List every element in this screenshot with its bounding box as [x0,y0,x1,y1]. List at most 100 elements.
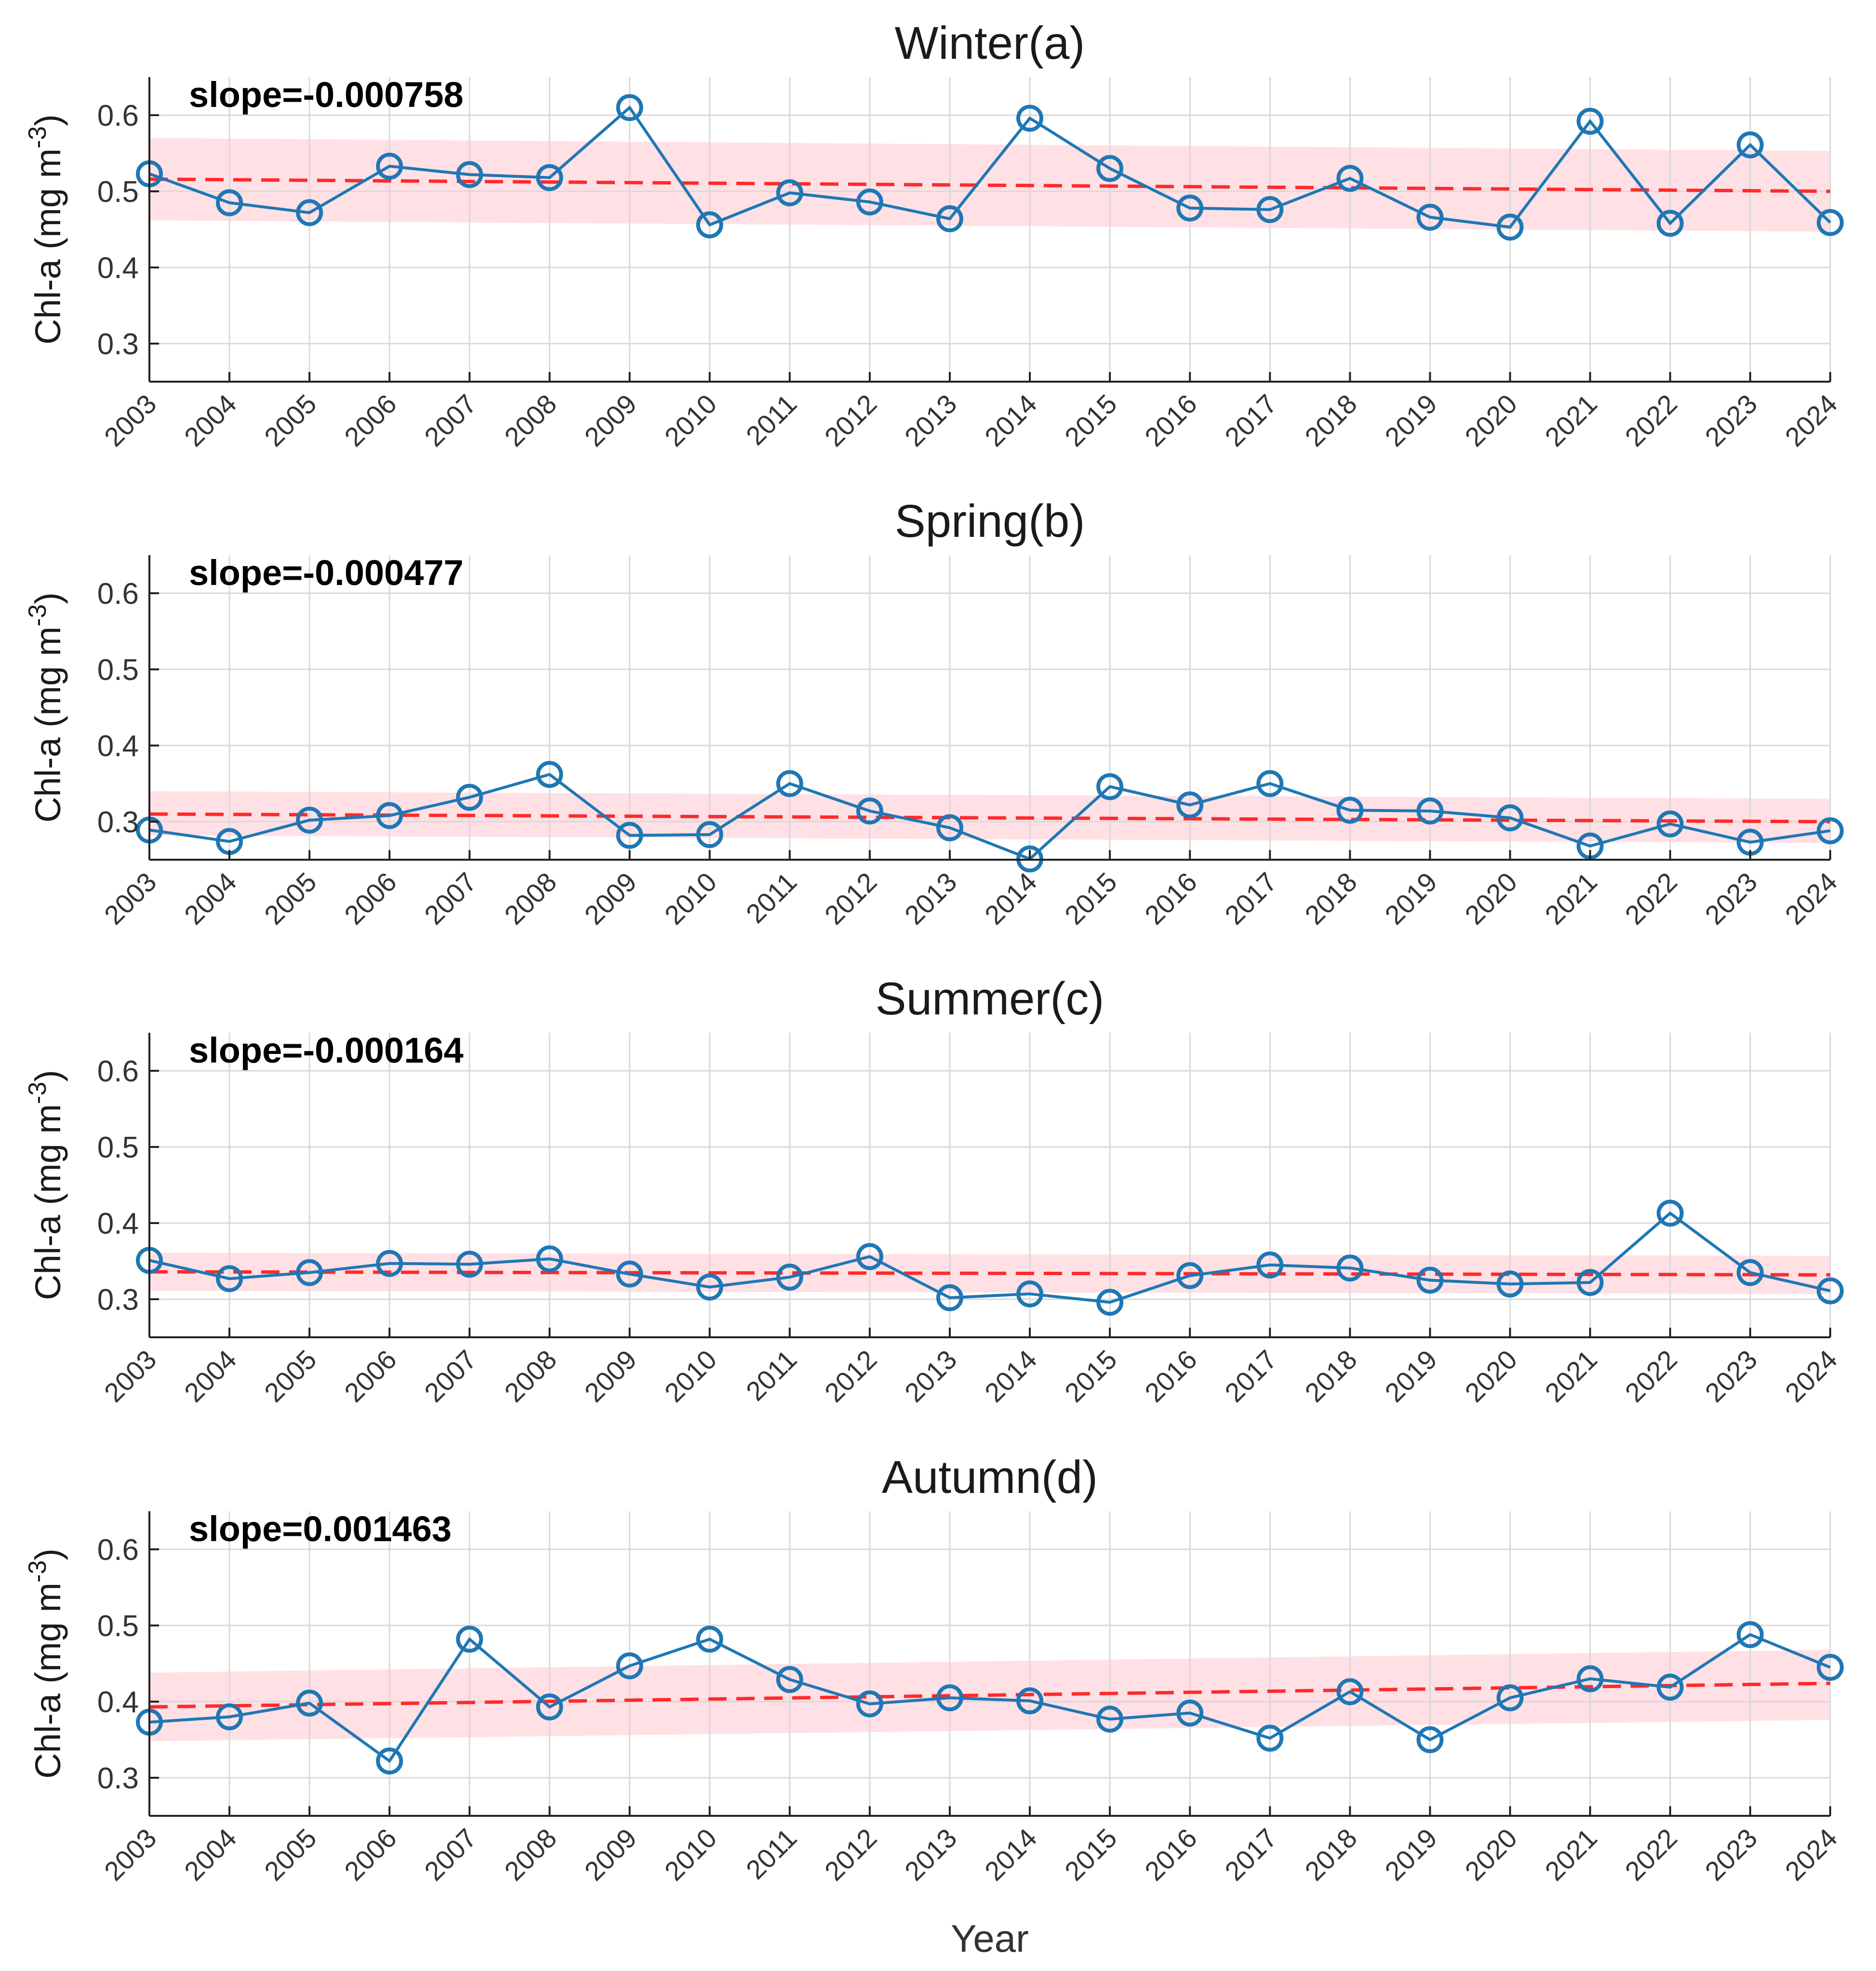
y-tick-label: 0.5 [97,1131,139,1164]
data-point [1176,194,1204,222]
data-point [456,784,483,811]
data-point [1256,770,1284,797]
data-point [1496,213,1524,241]
data-point [1176,1262,1204,1290]
data-point [1256,196,1284,223]
data-point [456,161,483,188]
data-point [936,1284,963,1311]
y-tick-label: 0.6 [97,1055,139,1088]
data-point [296,1259,323,1286]
data-point [536,1245,563,1273]
data-point [1656,810,1684,838]
y-axis-label-text: Chl-a (mg m [28,148,68,345]
data-point [376,152,403,180]
y-tick-label: 0.5 [97,1610,139,1643]
y-axis-label-text: Chl-a (mg m [28,626,68,823]
data-point [1336,797,1364,824]
data-point [1817,1653,1844,1681]
data-point [616,822,643,849]
data-point [936,814,963,841]
data-point [1336,1678,1364,1705]
panel-title: Winter(a) [895,17,1085,69]
data-point [1336,165,1364,192]
data-point [616,94,643,121]
data-point [1496,1684,1524,1712]
data-point [1736,1621,1764,1648]
y-axis-label: Chl-a (mg m-3) [24,114,68,345]
y-axis-label-superscript: -3 [24,126,52,148]
y-axis-label: Chl-a (mg m-3) [24,592,68,823]
data-point [616,1260,643,1288]
data-point [1336,1254,1364,1282]
data-point [1736,1259,1764,1286]
data-point [1496,1270,1524,1298]
y-axis-label-close: ) [28,1070,68,1082]
y-tick-label: 0.3 [97,806,139,839]
data-point [216,1703,243,1731]
series-line [149,1211,1831,1304]
data-point [1656,1199,1684,1227]
data-point [536,761,563,788]
data-point [456,1251,483,1278]
data-point [536,1693,563,1721]
data-point [1256,1251,1284,1278]
series-line [148,105,1832,229]
y-tick-label: 0.3 [97,1283,139,1317]
data-point [1656,210,1684,237]
series-line [149,772,1831,861]
y-tick-label: 0.4 [97,1686,139,1719]
y-tick-label: 0.6 [97,99,139,133]
y-axis-label-close: ) [28,1548,68,1560]
y-axis-label-close: ) [28,114,68,126]
panel-title: Autumn(d) [882,1452,1098,1503]
data-point [1576,1269,1604,1296]
data-point [1256,1724,1284,1752]
data-point [1096,1705,1124,1733]
data-point [696,1625,723,1653]
y-tick-label: 0.6 [97,577,139,611]
slope-annotation: slope=-0.000164 [189,1030,464,1070]
y-axis-label-text: Chl-a (mg m [28,1583,68,1779]
data-point [1096,773,1124,800]
slope-annotation: slope=0.001463 [189,1509,452,1549]
x-axis-label: Year [951,1917,1029,1960]
data-point [376,1747,403,1775]
data-point [376,1250,403,1277]
y-tick-label: 0.3 [97,1762,139,1795]
data-point [1817,209,1844,236]
data-point [1576,107,1604,135]
data-point [776,1264,803,1291]
slope-annotation: slope=-0.000477 [189,553,464,593]
data-point [1096,1289,1124,1316]
y-axis-label: Chl-a (mg m-3) [24,1070,68,1300]
data-point [376,802,403,829]
trend-line [149,1270,1831,1277]
data-point [856,188,883,216]
data-point [296,1690,323,1717]
data-point [1016,1280,1044,1307]
data-point [536,164,563,191]
data-point [1176,791,1204,819]
data-point [216,1265,243,1292]
panel-title: Summer(c) [876,973,1104,1025]
data-point [856,797,883,825]
y-tick-label: 0.4 [97,730,139,763]
trend-line [149,812,1831,824]
y-axis-label-superscript: -3 [24,604,52,626]
y-axis-label: Chl-a (mg m-3) [24,1548,68,1779]
data-point [1416,1266,1444,1294]
y-tick-label: 0.5 [97,175,139,209]
data-point [776,770,803,797]
data-point [1176,1699,1204,1727]
data-point [936,205,963,232]
data-point [696,211,723,239]
data-point [456,1625,483,1653]
data-point [216,189,243,216]
y-tick-label: 0.4 [97,1207,139,1240]
y-tick-label: 0.6 [97,1533,139,1567]
